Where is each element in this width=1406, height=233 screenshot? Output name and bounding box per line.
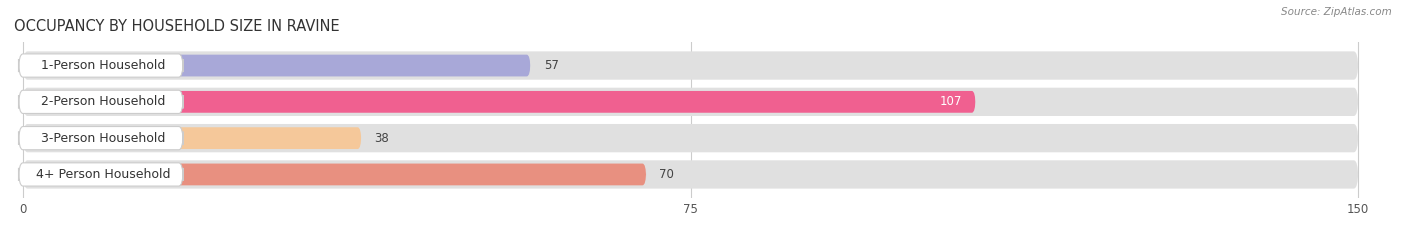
FancyBboxPatch shape xyxy=(22,164,647,185)
Text: 2-Person Household: 2-Person Household xyxy=(41,95,166,108)
FancyBboxPatch shape xyxy=(22,124,1358,152)
FancyBboxPatch shape xyxy=(18,163,183,186)
FancyBboxPatch shape xyxy=(18,127,183,150)
Text: 4+ Person Household: 4+ Person Household xyxy=(35,168,170,181)
Text: OCCUPANCY BY HOUSEHOLD SIZE IN RAVINE: OCCUPANCY BY HOUSEHOLD SIZE IN RAVINE xyxy=(14,19,340,34)
Text: 38: 38 xyxy=(374,132,389,145)
Text: 1-Person Household: 1-Person Household xyxy=(41,59,166,72)
Text: 57: 57 xyxy=(544,59,558,72)
FancyBboxPatch shape xyxy=(22,55,530,76)
FancyBboxPatch shape xyxy=(18,90,183,113)
FancyBboxPatch shape xyxy=(22,91,976,113)
FancyBboxPatch shape xyxy=(22,51,1358,80)
FancyBboxPatch shape xyxy=(22,160,1358,188)
Text: Source: ZipAtlas.com: Source: ZipAtlas.com xyxy=(1281,7,1392,17)
FancyBboxPatch shape xyxy=(22,127,361,149)
Text: 3-Person Household: 3-Person Household xyxy=(41,132,166,145)
Text: 70: 70 xyxy=(659,168,675,181)
Text: 107: 107 xyxy=(939,95,962,108)
FancyBboxPatch shape xyxy=(22,88,1358,116)
FancyBboxPatch shape xyxy=(18,54,183,77)
